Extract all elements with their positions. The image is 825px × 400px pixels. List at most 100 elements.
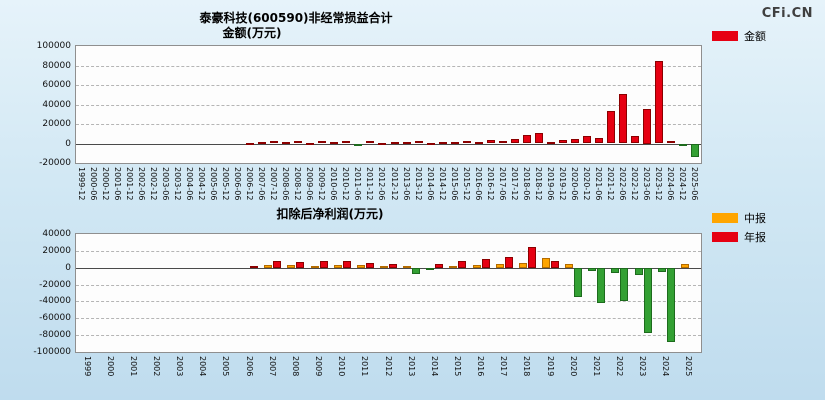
bar <box>611 267 620 273</box>
x-axis-tick-label: 2022-06 <box>617 167 627 201</box>
x-axis-tick-label: 1999-12 <box>77 167 86 201</box>
bar <box>450 142 459 145</box>
x-axis-tick-label: 2012-06 <box>377 167 387 201</box>
cfi-cn-logo: CFi.CN <box>761 6 813 21</box>
bar <box>287 264 296 268</box>
x-axis-tick-label: 2024-06 <box>665 167 675 201</box>
x-axis-tick-label: 2023-12 <box>653 167 663 201</box>
legend-label-interim: 中报 <box>744 212 766 225</box>
x-axis-tick-label: 2013 <box>406 356 416 377</box>
top-chart-legend: 金额 <box>712 28 766 47</box>
legend-swatch-interim <box>712 213 738 223</box>
x-axis-tick-label: 2005 <box>221 356 231 377</box>
bar <box>449 265 458 268</box>
bar <box>654 61 663 144</box>
bar <box>330 142 339 145</box>
x-axis-tick-label: 2006-06 <box>233 167 243 201</box>
gridline <box>76 335 701 337</box>
bar <box>342 261 351 268</box>
bar <box>296 261 305 268</box>
y-axis-tick-label: 20000 <box>42 119 71 129</box>
bar <box>657 267 666 272</box>
x-axis-tick-label: 2002 <box>152 356 162 377</box>
x-axis-tick-label: 2012-12 <box>389 167 399 201</box>
y-axis-tick-label: 40000 <box>42 99 71 110</box>
x-axis-tick-label: 2018 <box>522 356 532 377</box>
x-axis-tick-label: 2007-12 <box>269 167 279 201</box>
x-axis-tick-label: 2002-06 <box>137 167 147 201</box>
top-chart-subtitle: 金额(万元) <box>222 26 282 40</box>
legend-item-amount: 金额 <box>712 28 766 44</box>
x-axis-tick-label: 2024-12 <box>677 167 687 201</box>
x-axis-tick-label: 2006-12 <box>245 167 255 201</box>
x-axis-tick-label: 1999 <box>82 356 92 377</box>
x-axis-tick-label: 2001 <box>128 356 138 377</box>
x-axis-tick-label: 2008-06 <box>281 167 291 201</box>
x-axis-tick-label: 2014 <box>429 356 439 377</box>
x-axis-tick-label: 2005-06 <box>209 167 219 201</box>
bar <box>435 263 444 268</box>
bottom-chart-plot: 40000 20000 0 -20000 -40000 -60000 -80000 -1000… <box>33 229 702 376</box>
bar <box>574 267 583 298</box>
gridline <box>76 284 701 286</box>
bar <box>402 142 411 145</box>
x-axis-tick-label: 2015-12 <box>461 167 471 201</box>
x-axis-tick-label: 2008-12 <box>293 167 303 201</box>
x-axis-tick-label: 2007 <box>267 356 277 377</box>
bar <box>356 265 365 268</box>
x-axis-tick-label: 2011 <box>360 356 370 377</box>
bar <box>558 140 567 144</box>
bar <box>474 142 483 145</box>
x-axis-tick-label: 2025 <box>684 356 694 377</box>
x-axis-tick-label: 2003-12 <box>173 167 183 201</box>
bar <box>246 143 255 146</box>
x-axis-tick-label: 2013-12 <box>413 167 423 201</box>
bar <box>606 111 615 144</box>
bar <box>542 258 551 268</box>
bar <box>342 140 351 144</box>
x-axis-tick-label: 2023 <box>638 356 648 377</box>
bar <box>306 142 315 145</box>
legend-item-interim: 中报 <box>712 210 766 226</box>
bar <box>366 141 375 144</box>
legend-label-amount: 金额 <box>744 30 766 43</box>
y-axis-tick-label: -20000 <box>39 279 71 290</box>
gridline <box>76 85 701 86</box>
x-axis-tick-label: 2019-12 <box>557 167 567 201</box>
bar <box>551 260 560 268</box>
gridline <box>76 65 701 67</box>
bar <box>426 267 435 270</box>
bar <box>582 135 591 144</box>
bar <box>620 267 629 302</box>
bar <box>310 265 319 268</box>
bar <box>510 138 519 144</box>
gridline <box>76 301 701 303</box>
x-axis-tick-label: 2003-06 <box>161 167 171 201</box>
bar <box>666 267 675 342</box>
legend-label-annual: 年报 <box>744 231 766 244</box>
bar <box>527 246 536 268</box>
x-axis-tick-label: 2019 <box>545 356 555 377</box>
bar <box>414 141 423 144</box>
y-axis-tick-label: 80000 <box>42 60 71 71</box>
x-axis-tick-label: 2016 <box>476 356 486 377</box>
x-axis-tick-label: 2014-12 <box>437 167 447 201</box>
x-axis-tick-label: 2010-12 <box>341 167 351 201</box>
bar <box>390 141 399 144</box>
bar <box>481 258 490 268</box>
bar <box>438 141 447 144</box>
x-axis-tick-label: 2009 <box>314 356 324 377</box>
bar <box>546 141 555 144</box>
bar <box>594 138 603 144</box>
bar <box>294 141 303 144</box>
gridline <box>76 250 701 252</box>
bar <box>597 267 606 304</box>
x-axis-tick-label: 2020-12 <box>581 167 591 201</box>
x-axis-tick-label: 2013-06 <box>401 167 411 201</box>
bar <box>504 257 513 268</box>
x-axis-tick-label: 2022-12 <box>629 167 639 201</box>
x-axis-tick-label: 2005-12 <box>221 167 231 201</box>
bar <box>333 265 342 268</box>
x-axis-tick-label: 2000 <box>105 356 115 377</box>
bar <box>643 267 652 334</box>
